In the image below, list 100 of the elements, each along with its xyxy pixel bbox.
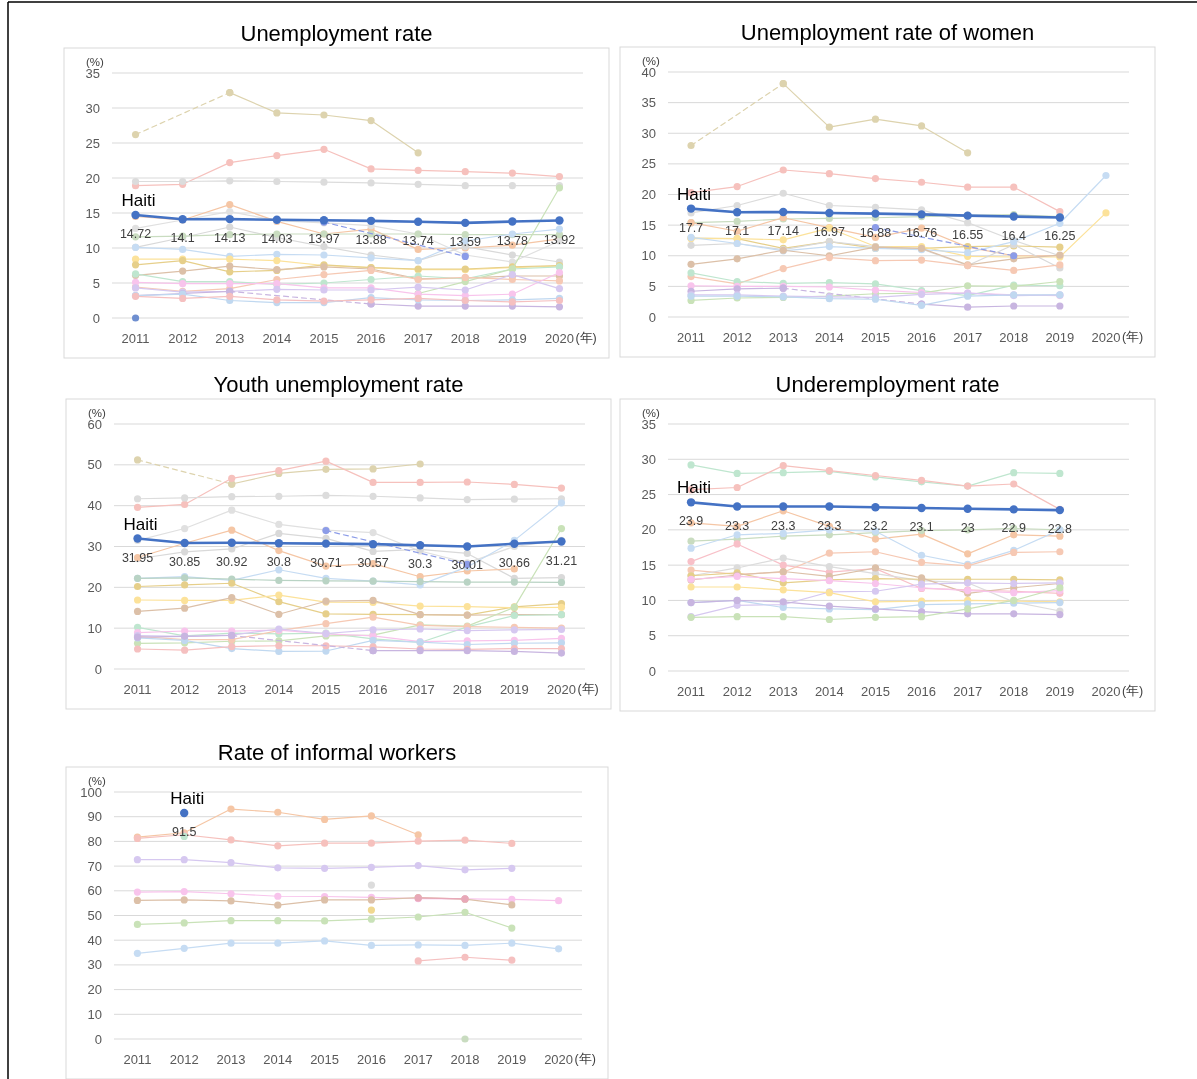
x-tick-label: 2017 <box>953 684 983 699</box>
chart-title: Unemployment rate <box>240 21 433 46</box>
data-label: 14.03 <box>261 231 293 246</box>
x-tick-label: 2019 <box>499 682 529 697</box>
y-tick-label: 30 <box>87 957 102 973</box>
y-tick-label: 20 <box>87 579 102 595</box>
y-tick-label: 0 <box>94 661 102 677</box>
data-label: 13.74 <box>402 233 434 248</box>
x-tick-label: 2011 <box>121 331 150 346</box>
x-tick-label: 2017 <box>403 1052 433 1067</box>
chart-title: Underemployment rate <box>775 372 1000 397</box>
data-label: 17.1 <box>724 224 750 239</box>
x-tick-label: 2019 <box>497 331 527 346</box>
x-tick-label: 2015 <box>309 331 339 346</box>
x-tick-label: 2016 <box>356 331 386 346</box>
data-label: 30.01 <box>451 558 483 573</box>
y-tick-label: 10 <box>85 240 100 256</box>
y-tick-label: 20 <box>85 170 100 186</box>
data-label: 91.5 <box>172 824 197 839</box>
x-axis-title: (年) <box>1121 330 1144 344</box>
y-tick-label: 30 <box>641 125 656 141</box>
x-tick-label: 2011 <box>677 684 706 699</box>
y-tick-label: 0 <box>648 663 656 679</box>
data-label: 30.71 <box>310 555 342 570</box>
y-tick-label: 15 <box>85 205 100 221</box>
y-tick-label: 40 <box>87 932 102 948</box>
x-tick-label: 2017 <box>953 330 983 345</box>
data-label: 30.8 <box>266 555 292 570</box>
x-tick-label: 2017 <box>403 331 433 346</box>
data-label: 13.78 <box>496 233 529 248</box>
y-tick-label: 40 <box>87 498 102 514</box>
data-label: 31.21 <box>545 553 578 568</box>
data-label: 30.57 <box>357 556 389 571</box>
data-label: 16.76 <box>905 226 938 241</box>
x-tick-label: 2016 <box>907 330 937 345</box>
data-label: 14.72 <box>119 226 152 241</box>
y-tick-label: 0 <box>648 309 656 325</box>
x-tick-label: 2020 <box>546 682 576 697</box>
x-tick-label: 2016 <box>356 1052 386 1067</box>
x-tick-label: 2011 <box>123 1052 152 1067</box>
y-tick-label: 25 <box>641 156 656 172</box>
data-label: 16.4 <box>1001 228 1026 243</box>
x-tick-label: 2014 <box>814 684 844 699</box>
series-label: Haiti <box>170 788 205 808</box>
x-tick-label: 2012 <box>168 331 198 346</box>
y-tick-label: 5 <box>648 628 656 644</box>
y-tick-label: 30 <box>641 451 656 467</box>
x-tick-label: 2019 <box>1045 684 1075 699</box>
x-tick-label: 2012 <box>722 330 752 345</box>
y-tick-label: 50 <box>87 457 102 473</box>
y-tick-label: 15 <box>641 217 656 233</box>
x-tick-label: 2013 <box>215 331 245 346</box>
x-tick-label: 2020 <box>1091 684 1121 699</box>
data-label: 31.95 <box>121 550 154 565</box>
x-tick-label: 2015 <box>310 1052 340 1067</box>
x-tick-label: 2012 <box>169 1052 199 1067</box>
x-tick-label: 2014 <box>262 331 292 346</box>
data-label: 23.1 <box>909 519 934 534</box>
x-tick-label: 2018 <box>452 682 482 697</box>
x-tick-label: 2018 <box>450 1052 480 1067</box>
y-tick-label: 20 <box>641 522 656 538</box>
y-tick-label: 70 <box>87 858 102 874</box>
x-tick-label: 2013 <box>216 1052 246 1067</box>
y-tick-label: 20 <box>641 187 656 202</box>
y-tick-label: 35 <box>641 95 656 111</box>
y-tick-label: 80 <box>87 833 102 849</box>
data-label: 13.88 <box>355 232 387 247</box>
x-tick-label: 2015 <box>860 684 890 699</box>
y-tick-label: 90 <box>87 809 102 825</box>
data-label: 30.66 <box>498 555 531 570</box>
chart-title: Rate of informal workers <box>217 740 457 765</box>
x-tick-label: 2012 <box>722 684 752 699</box>
x-tick-label: 2016 <box>907 684 937 699</box>
y-tick-label: 10 <box>87 620 102 636</box>
data-label: 14.13 <box>214 231 246 246</box>
data-label: 23 <box>960 520 975 535</box>
x-axis-title: (年) <box>1121 684 1144 698</box>
y-tick-label: 25 <box>85 135 100 151</box>
y-tick-label: 10 <box>87 1006 102 1022</box>
y-tick-label: 10 <box>641 592 656 608</box>
y-tick-label: 5 <box>92 275 100 291</box>
x-tick-label: 2018 <box>999 330 1029 345</box>
x-tick-label: 2019 <box>1045 330 1075 345</box>
data-label: 13.97 <box>308 232 340 247</box>
x-tick-label: 2014 <box>264 682 294 697</box>
x-tick-label: 2020 <box>544 331 574 346</box>
data-label: 17.7 <box>678 220 704 235</box>
y-tick-label: 0 <box>94 1031 102 1047</box>
data-label: 13.59 <box>449 234 481 249</box>
series-label: Haiti <box>677 478 712 498</box>
y-tick-label: 60 <box>87 883 102 899</box>
y-tick-label: 15 <box>641 557 656 573</box>
chart-title: Youth unemployment rate <box>213 372 464 397</box>
x-axis-title: (年) <box>577 682 599 696</box>
x-tick-label: 2014 <box>263 1052 293 1067</box>
x-tick-label: 2012 <box>170 682 200 697</box>
series-label: Haiti <box>677 184 712 204</box>
data-label: 23.2 <box>863 519 888 534</box>
x-tick-label: 2013 <box>768 684 798 699</box>
x-tick-label: 2016 <box>358 682 388 697</box>
